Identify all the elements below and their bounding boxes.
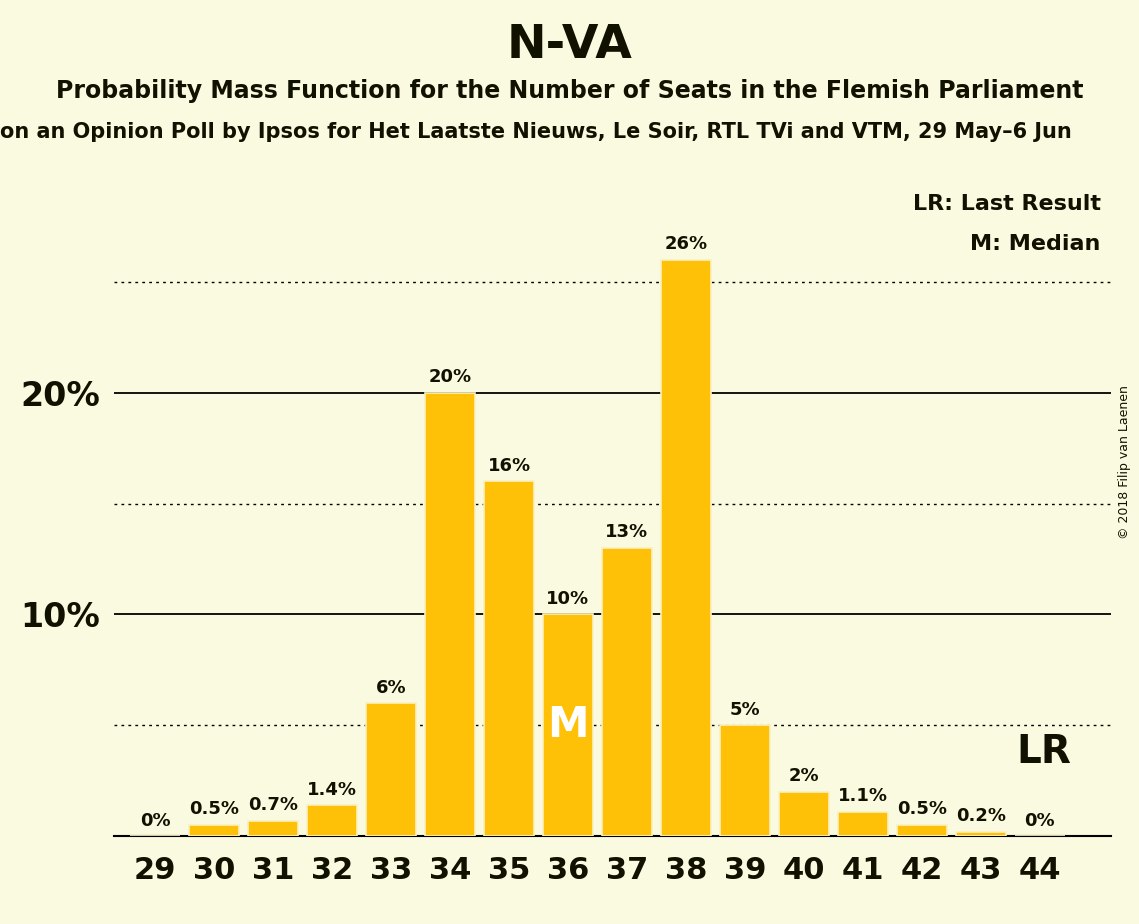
Text: 0.2%: 0.2%	[956, 808, 1006, 825]
Bar	[308, 805, 358, 836]
Text: 10%: 10%	[547, 590, 590, 608]
Text: M: Median: M: Median	[970, 234, 1100, 254]
Text: 1.1%: 1.1%	[838, 787, 887, 805]
Text: 0.5%: 0.5%	[189, 800, 239, 819]
Text: 0.7%: 0.7%	[248, 796, 298, 814]
Text: 16%: 16%	[487, 456, 531, 475]
Bar	[720, 725, 770, 836]
Bar	[366, 703, 416, 836]
Bar	[661, 260, 711, 836]
Text: 26%: 26%	[664, 235, 707, 253]
Bar	[838, 812, 888, 836]
Text: 0.5%: 0.5%	[896, 800, 947, 819]
Text: N-VA: N-VA	[507, 23, 632, 68]
Bar	[543, 614, 593, 836]
Bar	[956, 832, 1006, 836]
Text: 0%: 0%	[140, 811, 171, 830]
Bar	[779, 792, 829, 836]
Bar	[189, 825, 239, 836]
Text: 1.4%: 1.4%	[308, 781, 358, 798]
Text: LR: Last Result: LR: Last Result	[912, 194, 1100, 214]
Text: 0%: 0%	[1024, 811, 1055, 830]
Bar	[484, 481, 534, 836]
Text: Probability Mass Function for the Number of Seats in the Flemish Parliament: Probability Mass Function for the Number…	[56, 79, 1083, 103]
Bar	[896, 825, 947, 836]
Text: 6%: 6%	[376, 678, 407, 697]
Text: 5%: 5%	[730, 700, 760, 719]
Text: M: M	[547, 704, 589, 747]
Bar	[425, 393, 475, 836]
Text: 13%: 13%	[606, 523, 648, 541]
Text: on an Opinion Poll by Ipsos for Het Laatste Nieuws, Le Soir, RTL TVi and VTM, 29: on an Opinion Poll by Ipsos for Het Laat…	[0, 122, 1072, 142]
Text: 20%: 20%	[428, 368, 472, 386]
Text: LR: LR	[1016, 733, 1071, 771]
Text: © 2018 Filip van Laenen: © 2018 Filip van Laenen	[1118, 385, 1131, 539]
Bar	[248, 821, 298, 836]
Text: 2%: 2%	[788, 767, 819, 785]
Bar	[601, 548, 652, 836]
